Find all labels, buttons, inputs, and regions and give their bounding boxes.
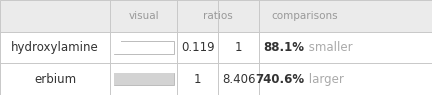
Text: 1: 1 <box>194 73 201 86</box>
Text: visual: visual <box>128 11 159 21</box>
Text: 0.119: 0.119 <box>181 41 214 54</box>
Text: 8.406: 8.406 <box>222 73 255 86</box>
Text: 1: 1 <box>235 41 242 54</box>
Bar <box>0 32 432 63</box>
Text: 740.6%: 740.6% <box>255 73 305 86</box>
Text: 88.1%: 88.1% <box>264 41 305 54</box>
Text: ratios: ratios <box>203 11 233 21</box>
Text: smaller: smaller <box>305 41 352 54</box>
Bar <box>114 42 174 53</box>
Bar <box>0 63 432 95</box>
Text: comparisons: comparisons <box>271 11 338 21</box>
Bar <box>114 42 121 53</box>
Text: erbium: erbium <box>34 73 76 86</box>
Bar <box>0 0 432 32</box>
Text: larger: larger <box>305 73 343 86</box>
Bar <box>114 73 174 85</box>
Bar <box>114 73 174 85</box>
Text: hydroxylamine: hydroxylamine <box>11 41 99 54</box>
